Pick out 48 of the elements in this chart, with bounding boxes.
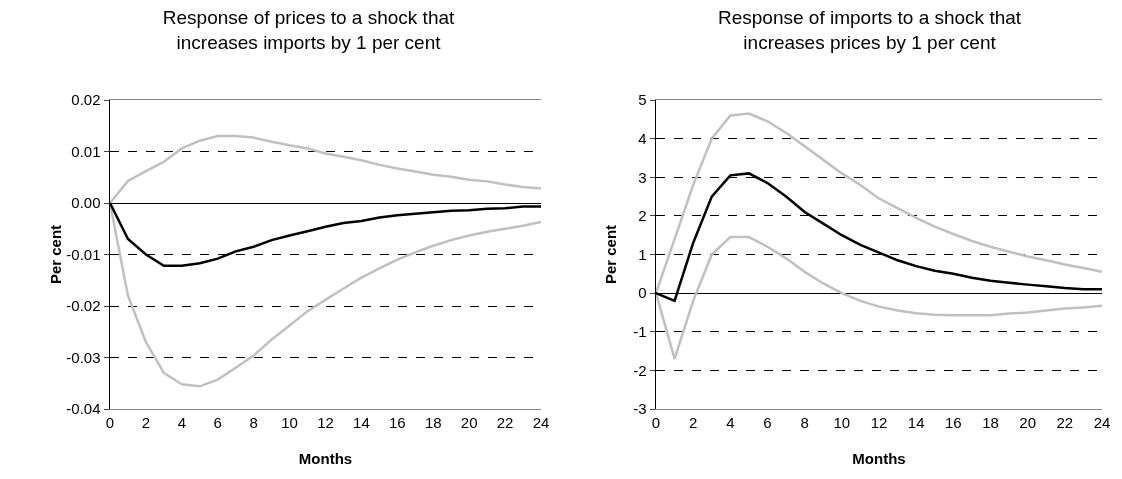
x-tick-label: 18 — [424, 414, 442, 431]
x-tick-label: 12 — [870, 414, 888, 431]
y-tick-label: -0.01 — [66, 245, 101, 263]
x-tick-label: 2 — [689, 414, 698, 431]
y-tick-label: -3 — [633, 400, 647, 418]
y-axis-title: Per cent — [47, 224, 65, 285]
x-tick-label: 4 — [726, 414, 735, 431]
x-tick-label: 0 — [105, 414, 115, 431]
y-tick-label: 4 — [638, 129, 647, 147]
x-tick-label: 16 — [944, 414, 962, 431]
y-tick-label: 0.01 — [71, 142, 101, 160]
x-tick-label: 8 — [800, 414, 809, 431]
x-axis-title: Months — [852, 450, 906, 467]
x-tick-label: 0 — [651, 414, 661, 431]
y-tick-label: -2 — [633, 361, 647, 379]
y-tick-label: -0.02 — [66, 297, 101, 315]
x-tick-label: 18 — [982, 414, 999, 431]
x-tick-label: 8 — [249, 414, 258, 431]
y-tick-label: 0 — [638, 284, 647, 302]
x-tick-label: 10 — [833, 414, 851, 431]
y-tick-label: 3 — [638, 168, 647, 186]
y-tick-label: 2 — [638, 207, 647, 225]
y-tick-label: 5 — [638, 91, 647, 109]
chart-title: Response of prices to a shock that increases imports by 1 per cent — [162, 6, 456, 53]
x-tick-label: 24 — [532, 414, 550, 431]
chart-title: Response of imports to a shock that increases prices by 1 per cent — [718, 6, 1022, 53]
y-tick-label: -0.03 — [66, 348, 101, 366]
x-tick-label: 6 — [763, 414, 772, 431]
y-tick-label: 0.02 — [71, 91, 101, 109]
x-tick-label: 6 — [213, 414, 222, 431]
x-axis-title: Months — [298, 450, 353, 467]
x-tick-label: 14 — [353, 414, 370, 431]
y-tick-label: 1 — [638, 245, 647, 263]
x-tick-label: 14 — [907, 414, 925, 431]
x-tick-label: 4 — [177, 414, 186, 431]
x-tick-label: 12 — [317, 414, 334, 431]
y-tick-label: 0.00 — [71, 194, 101, 212]
x-tick-label: 10 — [281, 414, 298, 431]
x-tick-label: 22 — [1056, 414, 1074, 431]
x-tick-label: 16 — [388, 414, 406, 431]
x-tick-label: 2 — [141, 414, 151, 431]
y-axis-title: Per cent — [601, 224, 619, 285]
y-tick-label: -1 — [633, 323, 647, 340]
x-tick-label: 20 — [460, 414, 478, 431]
x-tick-label: 20 — [1019, 414, 1037, 431]
x-tick-label: 24 — [1093, 414, 1111, 431]
x-tick-label: 22 — [496, 414, 514, 431]
y-tick-label: -0.04 — [66, 400, 101, 418]
